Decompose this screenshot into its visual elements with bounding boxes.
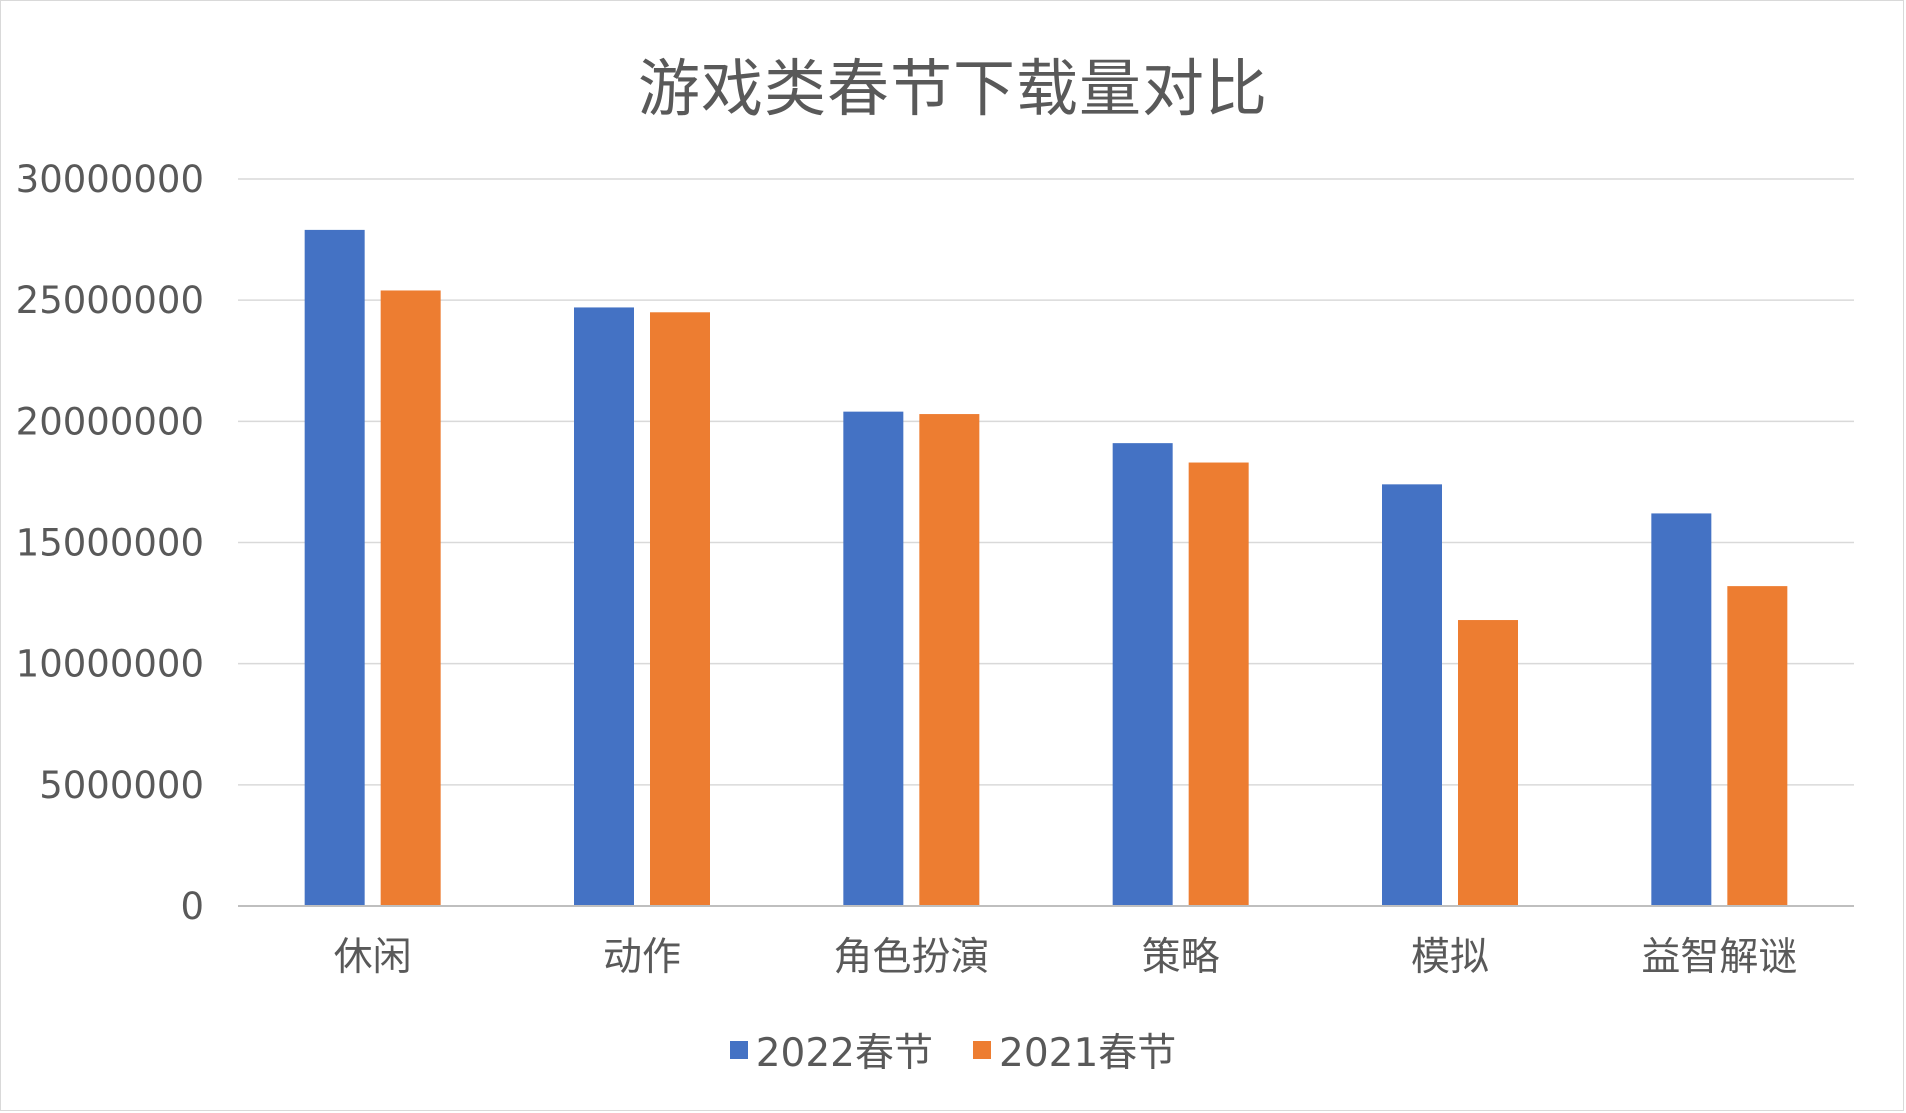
y-axis-tick-labels: 0 5000000 10000000 15000000 20000000 25000000… <box>16 158 204 928</box>
y-tick-label-6: 30000000 <box>16 158 204 201</box>
y-tick-label-2: 10000000 <box>16 643 204 686</box>
grid-lines <box>238 178 1854 907</box>
bar-1-2 <box>919 414 980 906</box>
bar-0-4 <box>1382 484 1442 906</box>
bar-0-2 <box>843 411 904 906</box>
bar-0-5 <box>1651 513 1712 906</box>
bar-1-1 <box>650 312 710 906</box>
x-category-label-1: 动作 <box>603 935 681 980</box>
legend-swatch-2021 <box>973 1041 991 1059</box>
legend-item-2022: 2022春节 <box>729 1022 933 1078</box>
legend-label-2021: 2021春节 <box>999 1031 1177 1076</box>
chart-title: 游戏类春节下载量对比 <box>637 52 1268 125</box>
bar-1-4 <box>1458 620 1518 906</box>
y-tick-label-3: 15000000 <box>16 522 204 565</box>
x-axis-category-labels: 休闲 动作 角色扮演 策略 模拟 益智解谜 <box>334 935 1798 980</box>
x-category-label-2: 角色扮演 <box>833 935 989 980</box>
y-tick-label-4: 20000000 <box>16 400 204 443</box>
bars <box>238 229 1854 907</box>
legend-label-2022: 2022春节 <box>755 1031 933 1076</box>
bar-0-3 <box>1112 443 1173 906</box>
legend-swatch-2022 <box>729 1041 748 1059</box>
x-category-label-4: 模拟 <box>1411 935 1489 980</box>
x-category-label-0: 休闲 <box>334 935 412 980</box>
x-category-label-3: 策略 <box>1142 935 1220 980</box>
bar-0-1 <box>574 307 634 907</box>
bar-1-0 <box>380 290 441 906</box>
bar-1-3 <box>1188 462 1249 906</box>
y-tick-label-0: 0 <box>180 885 204 928</box>
y-tick-label-1: 5000000 <box>39 764 204 807</box>
x-category-label-5: 益智解谜 <box>1641 935 1797 980</box>
y-tick-label-5: 25000000 <box>16 279 204 322</box>
legend: 2022春节 2021春节 <box>0 1022 1906 1078</box>
bar-0-0 <box>304 229 365 906</box>
legend-item-2021: 2021春节 <box>973 1022 1176 1078</box>
bar-1-5 <box>1727 586 1788 906</box>
